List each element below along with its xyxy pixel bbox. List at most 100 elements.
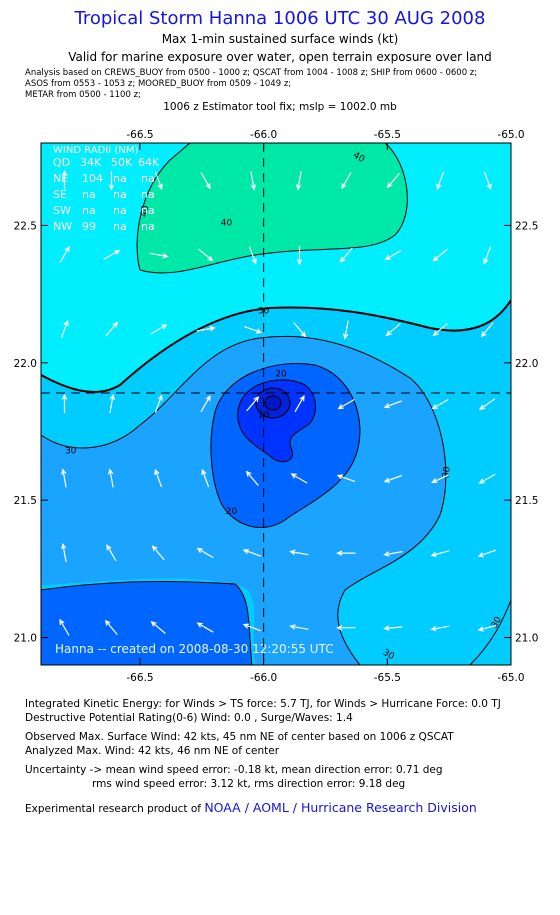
- wind-vector-arrow-3-9: [478, 398, 496, 410]
- ike-line: Integrated Kinetic Energy: for Winds > T…: [25, 698, 501, 710]
- wind-vector-arrow-5-2: [151, 545, 165, 561]
- wind-radii-ne-34k: 104: [82, 172, 103, 185]
- contour-label-1: 40: [221, 218, 233, 228]
- wind-vector-arrow-0-0: [61, 169, 68, 190]
- wind-radii-sw-34k: na: [82, 204, 96, 217]
- wind-radii-header-qd: QD: [53, 156, 70, 169]
- wind-vector-arrow-1-7: [384, 249, 402, 261]
- wind-vector-arrow-5-1: [106, 544, 117, 562]
- wind-radii-nw-label: NW: [53, 220, 72, 233]
- wind-vector-arrow-4-0: [61, 468, 67, 488]
- wind-vector-arrow-3-5: [294, 394, 305, 413]
- wind-vector-arrow-3-2: [154, 394, 163, 413]
- product-prefix: Experimental research product of: [25, 803, 205, 815]
- contour-label-0: 40: [139, 205, 151, 218]
- wind-vector-arrow-0-4: [250, 171, 256, 191]
- wind-vector-arrow-2-0: [60, 319, 69, 339]
- contour-label-4: 30: [65, 446, 77, 456]
- wind-vector-arrow-3-1: [109, 393, 115, 414]
- wind-radii-ne-label: NE: [53, 172, 68, 185]
- analysis-line-3: METAR from 0500 - 1100 z;: [25, 90, 141, 100]
- wind-radii-sw-64k: na: [141, 204, 155, 217]
- wind-vector-arrow-6-8: [430, 625, 450, 632]
- y-tick-label-left-3: 22.5: [14, 220, 37, 232]
- product-credit: Experimental research product of NOAA / …: [25, 800, 477, 815]
- wind-vector-arrow-6-3: [196, 622, 214, 633]
- wind-radii-sw-50k: na: [113, 204, 127, 217]
- contour-eye-ring: [264, 395, 282, 411]
- y-tick-label-right-3: 22.5: [515, 220, 538, 232]
- wind-radii-se-34k: na: [82, 188, 96, 201]
- chart-title: Tropical Storm Hanna 1006 UTC 30 AUG 200…: [74, 8, 486, 29]
- fix-line: 1006 z Estimator tool fix; mslp = 1002.0…: [163, 101, 397, 113]
- wind-vector-arrow-0-2: [154, 171, 163, 190]
- wind-vector-arrow-5-6: [336, 550, 356, 556]
- wind-vector-arrow-5-9: [477, 549, 497, 558]
- wind-vector-arrow-5-3: [196, 547, 214, 559]
- wind-vector-arrow-1-1: [103, 249, 121, 260]
- uncertainty-line-2: rms wind speed error: 3.12 kt, rms direc…: [92, 778, 406, 790]
- wind-vector-arrow-1-3: [198, 248, 214, 262]
- wind-radii-header-64k: 64K: [138, 156, 160, 169]
- wind-vector-arrow-0-1: [108, 171, 115, 191]
- wind-vector-arrow-3-0: [61, 393, 68, 413]
- y-tick-label-left-0: 21.0: [14, 633, 37, 645]
- wind-vector-arrow-6-0: [59, 618, 70, 636]
- wind-vector-arrow-4-8: [431, 474, 449, 483]
- wind-vector-arrow-6-9: [477, 624, 497, 632]
- y-tick-label-right-2: 22.0: [515, 358, 538, 370]
- wind-vector-arrow-4-5: [290, 473, 308, 484]
- valid-note: Valid for marine exposure over water, op…: [68, 50, 492, 64]
- wind-vector-arrow-1-5: [296, 245, 303, 266]
- wind-vector-arrow-2-7: [385, 323, 401, 337]
- wind-vector-arrow-1-0: [59, 245, 70, 263]
- wind-radii-se-64k: na: [141, 188, 155, 201]
- x-tick-label-bottom-2: -65.5: [374, 672, 401, 684]
- chart-subtitle: Max 1-min sustained surface winds (kt): [161, 32, 399, 46]
- wind-vector-arrow-1-8: [432, 248, 448, 262]
- wind-vectors: [59, 169, 497, 636]
- x-tick-label-bottom-3: -65.0: [497, 672, 524, 684]
- analysis-line-1: Analysis based on CREWS_BUOY from 0500 -…: [25, 68, 478, 78]
- wind-vector-arrow-4-4: [245, 470, 259, 486]
- wind-vector-arrow-3-3: [200, 394, 211, 413]
- wind-vector-arrow-5-4: [242, 549, 262, 557]
- wind-vector-arrow-1-9: [483, 246, 492, 265]
- wind-vector-arrow-3-8: [431, 398, 449, 410]
- wind-radii-nw-64k: na: [141, 220, 155, 233]
- wind-vector-arrow-2-2: [150, 324, 168, 335]
- wind-vector-arrow-4-2: [154, 468, 163, 488]
- wind-vector-arrow-6-5: [289, 624, 309, 630]
- contour-30-line-2: [469, 599, 511, 665]
- wind-radii-nw-34k: 99: [82, 220, 96, 233]
- x-tick-label-bottom-1: -66.0: [250, 672, 277, 684]
- wind-vector-arrow-5-5: [289, 549, 309, 556]
- x-tick-label-top-0: -66.5: [126, 129, 153, 141]
- center-eye-inner: [265, 396, 281, 410]
- contour-label-8: 20: [275, 370, 287, 380]
- wind-vector-arrow-6-7: [383, 625, 403, 631]
- x-tick-label-top-1: -66.0: [250, 129, 277, 141]
- wind-vector-arrow-1-2: [149, 252, 169, 259]
- wind-vector-arrow-3-7: [383, 400, 403, 409]
- band-below-20: [41, 581, 252, 665]
- wind-vector-arrow-0-6: [341, 172, 352, 190]
- wind-vector-arrow-5-8: [430, 550, 450, 557]
- wind-vector-arrow-5-7: [383, 551, 403, 557]
- wind-vector-arrow-0-5: [296, 171, 302, 191]
- wind-radii-header-50k: 50K: [111, 156, 133, 169]
- wind-vector-arrow-2-6: [343, 320, 349, 340]
- wind-vector-arrow-3-6: [337, 398, 355, 410]
- wind-radii-ne-50k: na: [113, 172, 127, 185]
- wind-vector-arrow-1-4: [248, 246, 257, 265]
- axes: -66.5 -66.5 -66.0 -66.0 -65.5 -65.5 -65.0 -65.0…: [14, 129, 539, 684]
- y-tick-label-left-2: 22.0: [14, 358, 37, 370]
- wind-vector-arrow-0-7: [386, 173, 400, 189]
- wind-vector-arrow-4-9: [478, 473, 496, 484]
- wind-vector-arrow-5-0: [61, 542, 67, 563]
- hrd-link[interactable]: NOAA / AOML / Hurricane Research Divisio…: [204, 800, 477, 815]
- contour-inner-ring: [255, 387, 291, 419]
- observed-max-line: Observed Max. Surface Wind: 42 kts, 45 n…: [25, 731, 454, 743]
- wind-radii-se-50k: na: [113, 188, 127, 201]
- uncertainty-line-1: Uncertainty -> mean wind speed error: -0…: [25, 764, 443, 776]
